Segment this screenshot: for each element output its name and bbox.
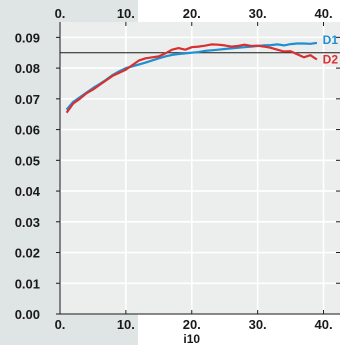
y-tick-label: 0.08 xyxy=(15,61,40,76)
x-tick-label-bottom: 0. xyxy=(55,317,66,332)
y-tick-label: 0.02 xyxy=(15,246,40,261)
x-tick-label-top: 30. xyxy=(249,6,267,21)
x-tick-label-bottom: 30. xyxy=(249,317,267,332)
y-tick-label: 0.06 xyxy=(15,123,40,138)
x-tick-label-top: 40. xyxy=(314,6,332,21)
x-axis-title: i10 xyxy=(183,332,200,345)
y-tick-label: 0.05 xyxy=(15,153,40,168)
series-label-d2: D2 xyxy=(323,52,339,66)
x-tick-label-top: 20. xyxy=(183,6,201,21)
y-tick-label: 0.07 xyxy=(15,92,40,107)
series-label-d1: D1 xyxy=(323,33,339,47)
tick-labels: D1 D2 0.00 0.01 0.02 0.03 0.04 0.05 0.06 0.07 0.08… xyxy=(15,6,339,332)
x-tick-label-bottom: 40. xyxy=(314,317,332,332)
axes xyxy=(56,22,340,315)
series-line-d2 xyxy=(65,43,318,114)
y-tick-label: 0.04 xyxy=(15,184,41,199)
series-lines xyxy=(65,41,318,114)
top-band-background xyxy=(0,0,138,22)
x-tick-label-top: 0. xyxy=(55,6,66,21)
y-tick-label: 0.09 xyxy=(15,30,40,45)
x-tick-label-bottom: 10. xyxy=(117,317,135,332)
y-tick-label: 0.00 xyxy=(15,307,40,322)
x-tick-label-bottom: 20. xyxy=(183,317,201,332)
y-tick-label: 0.01 xyxy=(15,276,40,291)
x-tick-label-top: 10. xyxy=(117,6,135,21)
y-tick-label: 0.03 xyxy=(15,215,40,230)
plot-area xyxy=(60,22,340,314)
